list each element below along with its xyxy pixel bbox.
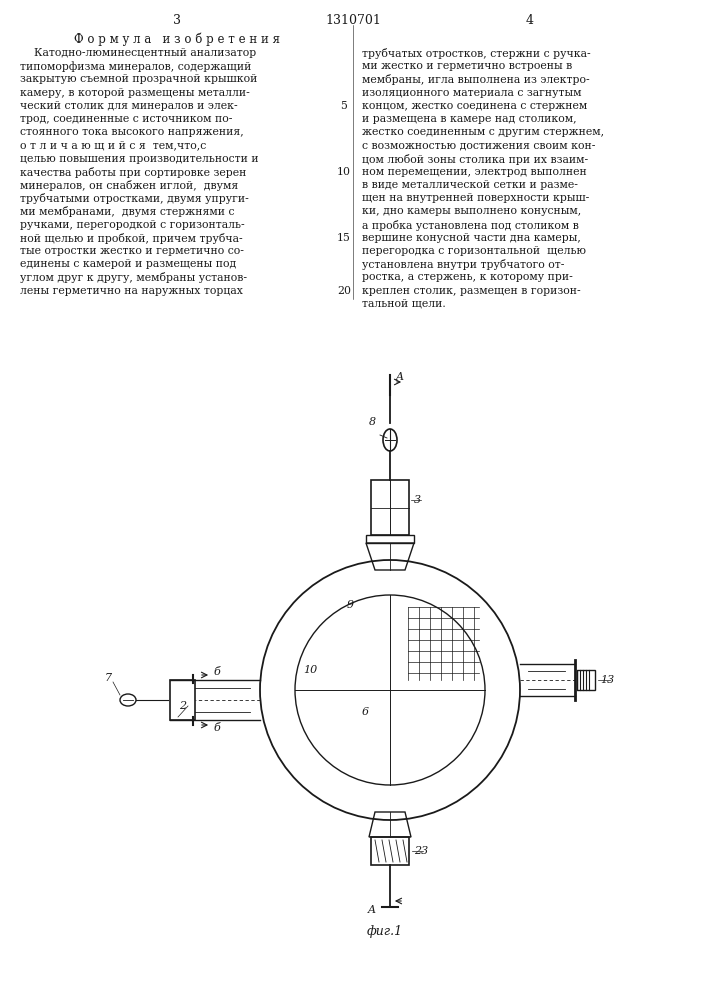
Text: 7: 7	[105, 673, 112, 683]
Text: ручками, перегородкой с горизонталь-: ручками, перегородкой с горизонталь-	[20, 220, 245, 230]
Text: типоморфизма минералов, содержащий: типоморфизма минералов, содержащий	[20, 61, 252, 72]
Text: минералов, он снабжен иглой,  двумя: минералов, он снабжен иглой, двумя	[20, 180, 238, 191]
Text: ном перемещении, электрод выполнен: ном перемещении, электрод выполнен	[362, 167, 587, 177]
Text: 5: 5	[341, 101, 347, 111]
Text: установлена внутри трубчатого от-: установлена внутри трубчатого от-	[362, 259, 564, 270]
Text: 4: 4	[526, 14, 534, 27]
Text: жестко соединенным с другим стержнем,: жестко соединенным с другим стержнем,	[362, 127, 604, 137]
Text: фиг.1: фиг.1	[367, 925, 403, 938]
Text: креплен столик, размещен в горизон-: креплен столик, размещен в горизон-	[362, 286, 580, 296]
Text: Катодно-люминесцентный анализатор: Катодно-люминесцентный анализатор	[20, 48, 256, 58]
Text: 3: 3	[173, 14, 181, 27]
Text: стоянного тока высокого напряжения,: стоянного тока высокого напряжения,	[20, 127, 244, 137]
Text: A: A	[368, 905, 376, 915]
Text: 23: 23	[414, 846, 428, 856]
Text: ростка, а стержень, к которому при-: ростка, а стержень, к которому при-	[362, 272, 573, 282]
Text: перегородка с горизонтальной  щелью: перегородка с горизонтальной щелью	[362, 246, 586, 256]
Text: углом друг к другу, мембраны установ-: углом друг к другу, мембраны установ-	[20, 272, 247, 283]
Text: единены с камерой и размещены под: единены с камерой и размещены под	[20, 259, 236, 269]
Text: мембраны, игла выполнена из электро-: мембраны, игла выполнена из электро-	[362, 74, 590, 85]
Text: в виде металлической сетки и разме-: в виде металлической сетки и разме-	[362, 180, 578, 190]
Text: щен на внутренней поверхности крыш-: щен на внутренней поверхности крыш-	[362, 193, 589, 203]
Text: 3: 3	[414, 495, 421, 505]
Text: 1310701: 1310701	[325, 14, 381, 27]
Text: 10: 10	[337, 167, 351, 177]
Bar	[371, 480, 409, 535]
Text: ческий столик для минералов и элек-: ческий столик для минералов и элек-	[20, 101, 238, 111]
Bar	[170, 680, 195, 720]
Text: 13: 13	[600, 675, 614, 685]
Text: закрытую съемной прозрачной крышкой: закрытую съемной прозрачной крышкой	[20, 74, 257, 84]
Text: о т л и ч а ю щ и й с я  тем,что,с: о т л и ч а ю щ и й с я тем,что,с	[20, 140, 206, 150]
Text: и размещена в камере над столиком,: и размещена в камере над столиком,	[362, 114, 577, 124]
Text: ной щелью и пробкой, причем трубча-: ной щелью и пробкой, причем трубча-	[20, 233, 243, 244]
Text: качества работы при сортировке зерен: качества работы при сортировке зерен	[20, 167, 246, 178]
Text: изоляционного материала с загнутым: изоляционного материала с загнутым	[362, 88, 581, 98]
Text: трубчатыми отростками, двумя упруги-: трубчатыми отростками, двумя упруги-	[20, 193, 249, 204]
Text: 9: 9	[346, 600, 354, 610]
Text: 2: 2	[179, 701, 186, 711]
Text: цом любой зоны столика при их взаим-: цом любой зоны столика при их взаим-	[362, 154, 588, 165]
Text: б: б	[213, 667, 220, 677]
Text: вершине конусной части дна камеры,: вершине конусной части дна камеры,	[362, 233, 581, 243]
Text: тые отростки жестко и герметично со-: тые отростки жестко и герметично со-	[20, 246, 244, 256]
Text: 10: 10	[303, 665, 317, 675]
Text: ми мембранами,  двумя стержнями с: ми мембранами, двумя стержнями с	[20, 206, 235, 217]
Text: A: A	[396, 372, 404, 382]
Text: 15: 15	[337, 233, 351, 243]
Text: Ф о р м у л а   и з о б р е т е н и я: Ф о р м у л а и з о б р е т е н и я	[74, 32, 280, 45]
Text: а пробка установлена под столиком в: а пробка установлена под столиком в	[362, 220, 579, 231]
Text: 6: 6	[361, 707, 368, 717]
Text: трубчатых отростков, стержни с ручка-: трубчатых отростков, стержни с ручка-	[362, 48, 590, 59]
Text: камеру, в которой размещены металли-: камеру, в которой размещены металли-	[20, 88, 250, 98]
Text: б: б	[213, 723, 220, 733]
Text: лены герметично на наружных торцах: лены герметично на наружных торцах	[20, 286, 243, 296]
Text: концом, жестко соединена с стержнем: концом, жестко соединена с стержнем	[362, 101, 588, 111]
Bar	[366, 535, 414, 543]
Text: 20: 20	[337, 286, 351, 296]
Text: целью повышения производительности и: целью повышения производительности и	[20, 154, 259, 164]
Text: 8: 8	[368, 417, 375, 427]
Bar	[577, 670, 595, 690]
Text: с возможностью достижения своим кон-: с возможностью достижения своим кон-	[362, 140, 595, 150]
Text: трод, соединенные с источником по-: трод, соединенные с источником по-	[20, 114, 233, 124]
Bar	[371, 837, 409, 865]
Text: тальной щели.: тальной щели.	[362, 299, 445, 309]
Text: ми жестко и герметично встроены в: ми жестко и герметично встроены в	[362, 61, 572, 71]
Text: ки, дно камеры выполнено конусным,: ки, дно камеры выполнено конусным,	[362, 206, 581, 216]
